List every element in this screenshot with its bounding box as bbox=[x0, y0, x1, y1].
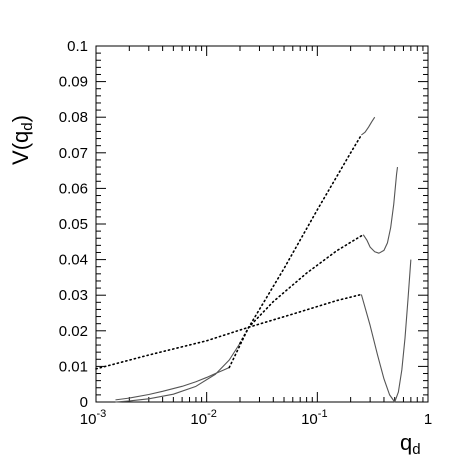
y-axis-label-sub: d bbox=[19, 122, 36, 130]
y-tick-label: 0.05 bbox=[59, 216, 88, 233]
x-axis-label-sub: d bbox=[412, 441, 420, 458]
y-tick-label: 0 bbox=[80, 394, 88, 411]
y-tick-label: 0.1 bbox=[67, 38, 88, 55]
y-tick-label: 0.06 bbox=[59, 180, 88, 197]
dotted-series-line-6 bbox=[228, 134, 363, 369]
x-tick-label: 1 bbox=[424, 411, 432, 428]
y-tick-label: 0.03 bbox=[59, 287, 88, 304]
y-tick-label: 0.09 bbox=[59, 74, 88, 91]
y-tick-label: 0.04 bbox=[59, 252, 88, 269]
solid-series-line-7 bbox=[361, 116, 376, 136]
x-tick-exponent: -3 bbox=[96, 408, 106, 420]
y-axis-label-pre: V( bbox=[8, 142, 33, 165]
y-tick-label: 0.07 bbox=[59, 145, 88, 162]
y-axis-label-base: q bbox=[8, 131, 33, 143]
solid-series-line-1 bbox=[360, 259, 412, 403]
dotted-series-line-3 bbox=[239, 233, 365, 345]
y-axis-label: V(qd) bbox=[8, 115, 36, 165]
y-axis-label-post: ) bbox=[8, 115, 33, 122]
y-tick-label: 0.08 bbox=[59, 109, 88, 126]
x-tick-base: 10 bbox=[301, 411, 318, 428]
x-tick-exponent: -2 bbox=[207, 408, 217, 420]
x-tick-base: 1 bbox=[424, 411, 432, 428]
plot-frame bbox=[95, 45, 429, 403]
x-tick-label: 10-1 bbox=[301, 408, 327, 428]
solid-series-line-4 bbox=[362, 166, 399, 254]
x-tick-exponent: -1 bbox=[318, 408, 328, 420]
x-tick-base: 10 bbox=[190, 411, 207, 428]
x-tick-base: 10 bbox=[80, 411, 97, 428]
x-tick-label: 10-3 bbox=[80, 408, 106, 428]
x-tick-label: 10-2 bbox=[190, 408, 216, 428]
solid-series-line-2 bbox=[115, 342, 241, 403]
solid-series-line-5 bbox=[115, 366, 230, 401]
y-tick-label: 0.02 bbox=[59, 323, 88, 340]
x-axis-label-base: q bbox=[400, 430, 412, 455]
x-axis-label: qd bbox=[400, 430, 421, 458]
y-tick-label: 0.01 bbox=[59, 358, 88, 375]
dotted-series-line-0 bbox=[95, 293, 363, 370]
